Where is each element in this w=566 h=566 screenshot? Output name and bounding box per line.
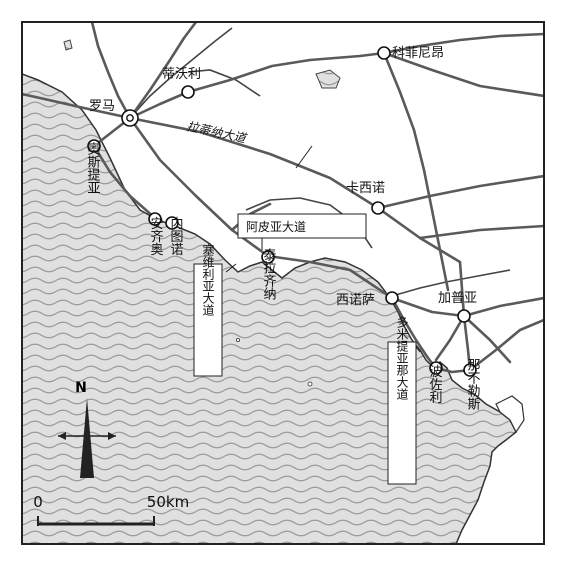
city-marker-terracina [261, 250, 275, 264]
city-label-puteoli: 波佐利 [427, 365, 443, 404]
via-severiana-label: 塞维利亚大道 [201, 243, 215, 316]
via-appia-label: 阿皮亚大道 [246, 220, 306, 234]
city-marker-puteoli [429, 361, 443, 375]
city-label-capua: 加普亚 [438, 291, 477, 306]
city-marker-corfinium [377, 46, 391, 60]
via-severiana-box: 塞维利亚大道 [193, 243, 223, 377]
city-label-corfinium: 科菲尼昂 [392, 46, 444, 61]
island-dot-2 [307, 381, 313, 387]
city-label-tivoli: 蒂沃利 [162, 67, 201, 82]
scale-end-label: 50km [147, 493, 189, 511]
road-north-2 [128, 22, 198, 120]
city-marker-neptunium [165, 216, 179, 230]
road-via-appia [128, 116, 466, 318]
city-label-terracina: 泰拉齐纳 [261, 248, 277, 300]
road-capua-puteoli [434, 314, 466, 362]
road-coast-ostia-antium [92, 144, 157, 220]
scale-bar: 0 50km [33, 493, 189, 526]
road-east-2 [376, 174, 544, 210]
city-marker-ostia [87, 139, 101, 153]
north-arrow: N [58, 380, 116, 478]
north-label: N [75, 380, 87, 396]
via-domitiana-label: 多米提亚那大道 [395, 316, 409, 400]
road-north-1 [90, 22, 132, 120]
road-east-1 [382, 51, 544, 98]
map-frame [21, 21, 545, 545]
roads [22, 22, 544, 374]
road-misc-2 [418, 224, 544, 240]
via-severiana-leader [225, 263, 237, 273]
city-label-sinuessa: 西诺萨 [336, 293, 375, 308]
city-marker-naples [463, 363, 477, 377]
lake-small-west [63, 39, 73, 51]
road-via-latina [128, 116, 466, 318]
via-domitiana-box: 多米提亚那大道 [387, 316, 417, 485]
scale-start-label: 0 [33, 493, 43, 511]
city-marker-capua [457, 309, 471, 323]
road-east-3 [462, 296, 544, 318]
city-label-naples: 那不勒斯 [465, 358, 481, 411]
tiber-river [129, 27, 233, 119]
road-to-tivoli [128, 51, 386, 120]
city-label-casinum: 卡西诺 [346, 181, 385, 196]
naples-bay-land [495, 395, 525, 434]
lake-north [315, 69, 341, 89]
road-naples-east [468, 318, 544, 372]
road-via-domitiana [390, 296, 438, 370]
road-south-capua [462, 314, 512, 364]
city-marker-sinuessa [385, 291, 399, 305]
city-label-neptunium: 内图诺 [168, 216, 184, 256]
city-marker-tivoli [181, 85, 195, 99]
city-marker-casinum [371, 201, 385, 215]
via-appia-box: 阿皮亚大道 [237, 213, 367, 239]
island-dot-1 [235, 337, 240, 342]
city-label-antium: 安齐奥 [148, 217, 164, 256]
road-west-1 [22, 92, 132, 120]
city-label-rome: 罗马 [89, 99, 115, 114]
river-east [187, 69, 261, 97]
city-marker-antium [148, 212, 162, 226]
via-latina-leader [295, 145, 313, 169]
city-markers[interactable] [87, 46, 477, 377]
road-tivoli-corfinium [382, 32, 544, 55]
city-marker-rome[interactable] [121, 109, 139, 127]
road-corfinium-south [382, 51, 450, 292]
city-label-ostia: 奥斯提亚 [85, 142, 101, 194]
